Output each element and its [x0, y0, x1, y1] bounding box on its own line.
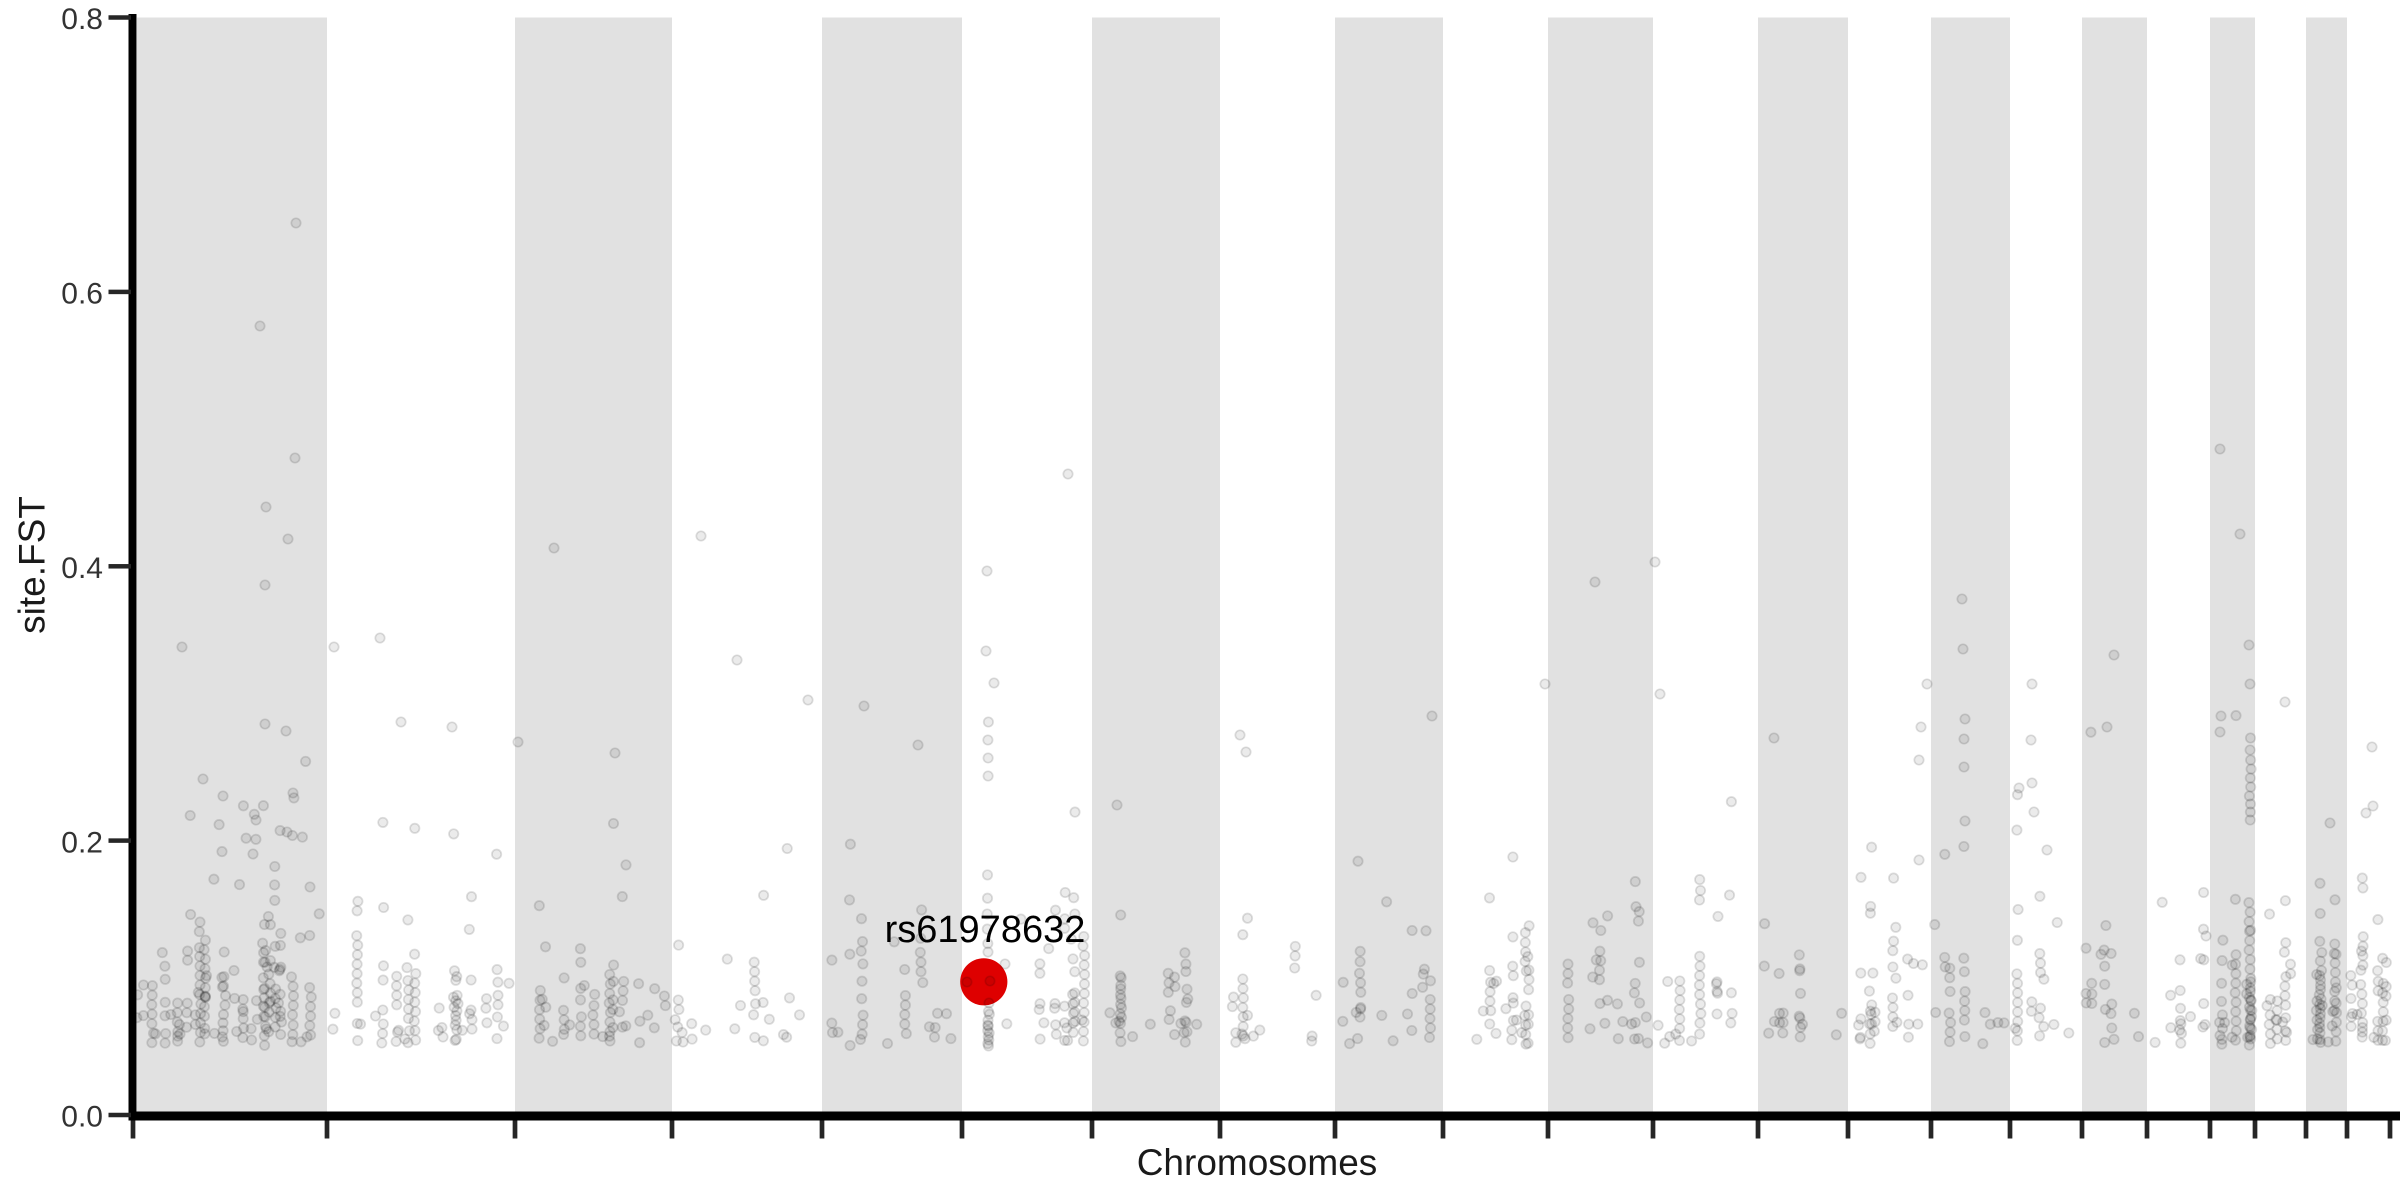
- svg-text:rs61978632: rs61978632: [885, 909, 1086, 951]
- svg-text:0.0: 0.0: [61, 1101, 103, 1134]
- svg-text:site.FST: site.FST: [12, 496, 53, 634]
- svg-text:Chromosomes: Chromosomes: [1137, 1142, 1378, 1183]
- svg-text:0.6: 0.6: [61, 278, 103, 311]
- svg-text:0.8: 0.8: [61, 3, 103, 36]
- svg-text:0.4: 0.4: [61, 552, 103, 585]
- svg-text:0.2: 0.2: [61, 826, 103, 859]
